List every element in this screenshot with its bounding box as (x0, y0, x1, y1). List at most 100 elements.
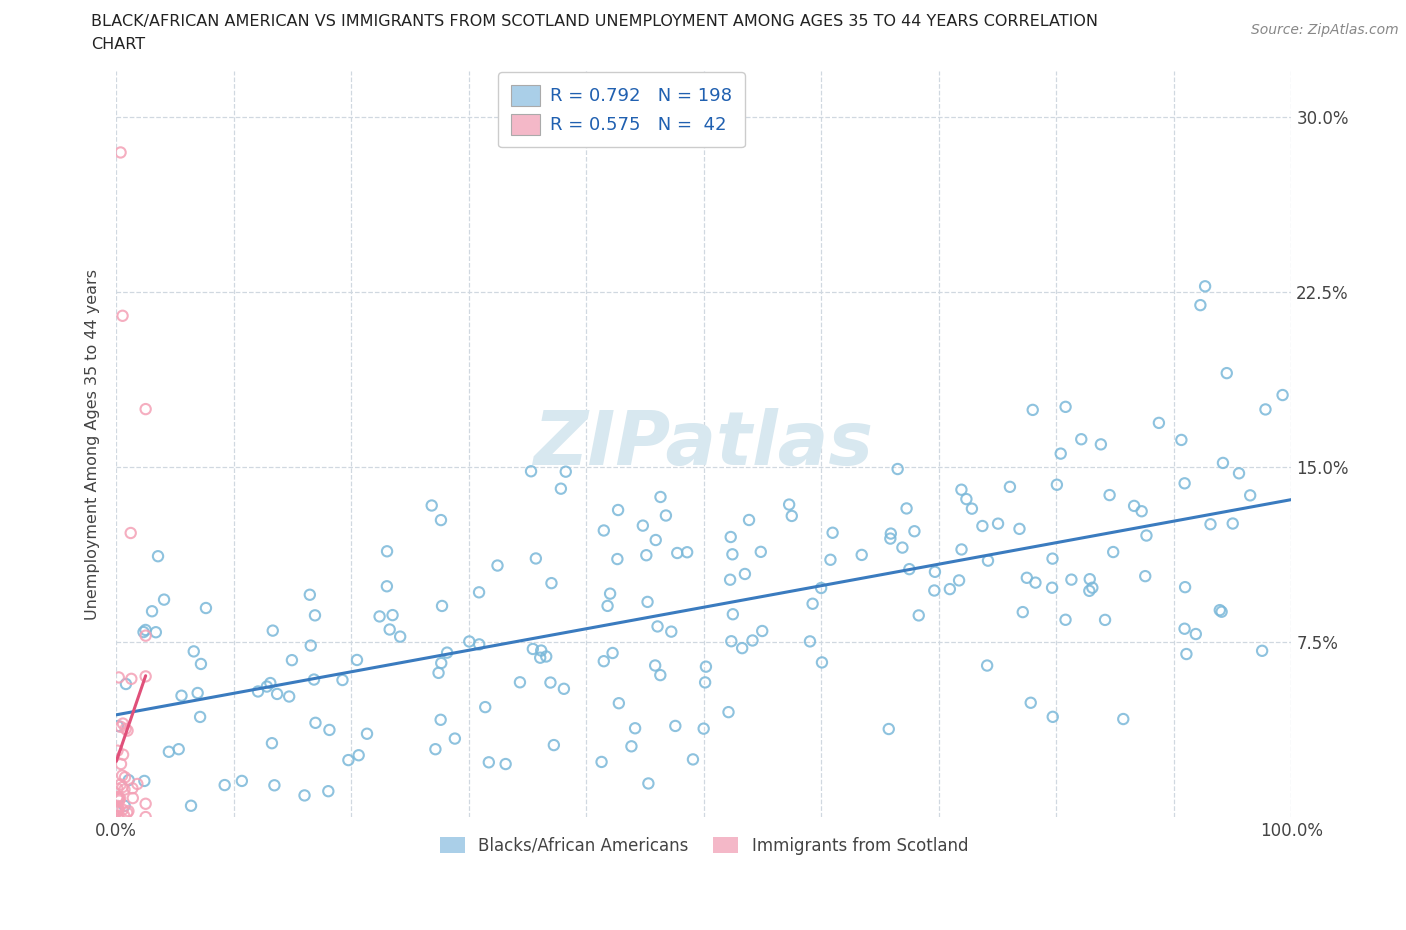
Point (117, 804, 139, 818)
Point (1227, 466, 1250, 481)
Point (972, 519, 994, 534)
Point (337, 752, 360, 767)
Point (820, 552, 842, 567)
Point (486, 558, 509, 573)
Point (111, 309, 134, 324)
Point (132, 625, 155, 640)
Point (907, 608, 929, 623)
Point (1130, 504, 1153, 519)
Point (955, 492, 977, 507)
Point (444, 731, 467, 746)
Point (1211, 604, 1233, 619)
Point (1254, 402, 1277, 417)
Point (107, 804, 129, 819)
Point (948, 573, 970, 588)
Point (650, 489, 672, 504)
Point (924, 583, 946, 598)
Point (592, 523, 614, 538)
Point (231, 774, 253, 789)
Point (1135, 528, 1157, 543)
Point (924, 565, 946, 579)
Point (540, 576, 562, 591)
Point (1024, 575, 1046, 590)
Point (950, 542, 973, 557)
Point (214, 777, 236, 792)
Point (998, 479, 1021, 494)
Point (731, 641, 754, 656)
Point (121, 790, 143, 805)
Point (135, 810, 157, 825)
Point (880, 526, 903, 541)
Point (427, 666, 450, 681)
Point (294, 788, 316, 803)
Point (734, 566, 756, 581)
Point (1078, 583, 1101, 598)
Point (692, 721, 714, 736)
Point (1175, 646, 1198, 661)
Point (117, 724, 139, 738)
Point (647, 619, 669, 634)
Point (1222, 516, 1244, 531)
Point (107, 719, 129, 734)
Point (821, 525, 844, 540)
Point (591, 754, 613, 769)
Point (114, 770, 136, 785)
Point (194, 601, 217, 616)
Point (429, 712, 451, 727)
Point (157, 744, 180, 759)
Point (135, 622, 157, 637)
Point (509, 675, 531, 690)
Point (107, 670, 129, 684)
Point (302, 672, 325, 687)
Point (637, 594, 659, 609)
Point (799, 634, 821, 649)
Text: ZIPatlas: ZIPatlas (534, 407, 873, 481)
Point (107, 790, 129, 804)
Point (960, 501, 983, 516)
Point (318, 723, 340, 737)
Point (1123, 498, 1146, 513)
Point (950, 483, 973, 498)
Point (381, 607, 404, 622)
Point (108, 791, 131, 806)
Point (1271, 388, 1294, 403)
Point (180, 798, 202, 813)
Text: Source: ZipAtlas.com: Source: ZipAtlas.com (1251, 23, 1399, 37)
Point (110, 777, 132, 792)
Point (430, 512, 453, 527)
Point (110, 145, 132, 160)
Point (666, 546, 689, 561)
Point (278, 689, 301, 704)
Point (602, 645, 624, 660)
Point (718, 572, 741, 587)
Point (458, 634, 481, 649)
Point (530, 644, 553, 658)
Point (112, 747, 135, 762)
Point (1135, 569, 1157, 584)
Point (607, 502, 630, 517)
Text: BLACK/AFRICAN AMERICAN VS IMMIGRANTS FROM SCOTLAND UNEMPLOYMENT AMONG AGES 35 TO: BLACK/AFRICAN AMERICAN VS IMMIGRANTS FRO… (91, 14, 1098, 29)
Point (520, 464, 543, 479)
Point (977, 553, 1000, 568)
Point (524, 551, 547, 565)
Point (468, 585, 491, 600)
Point (110, 757, 132, 772)
Point (599, 586, 621, 601)
Point (281, 653, 304, 668)
Point (115, 805, 138, 820)
Point (378, 622, 401, 637)
Point (1090, 437, 1112, 452)
Point (1054, 399, 1077, 414)
Point (624, 721, 647, 736)
Point (1042, 710, 1064, 724)
Point (108, 793, 131, 808)
Point (636, 548, 658, 563)
Point (592, 654, 614, 669)
Point (118, 773, 141, 788)
Point (851, 548, 873, 563)
Point (1015, 570, 1038, 585)
Point (1174, 476, 1197, 491)
Point (939, 581, 962, 596)
Point (120, 525, 142, 540)
Point (187, 685, 209, 700)
